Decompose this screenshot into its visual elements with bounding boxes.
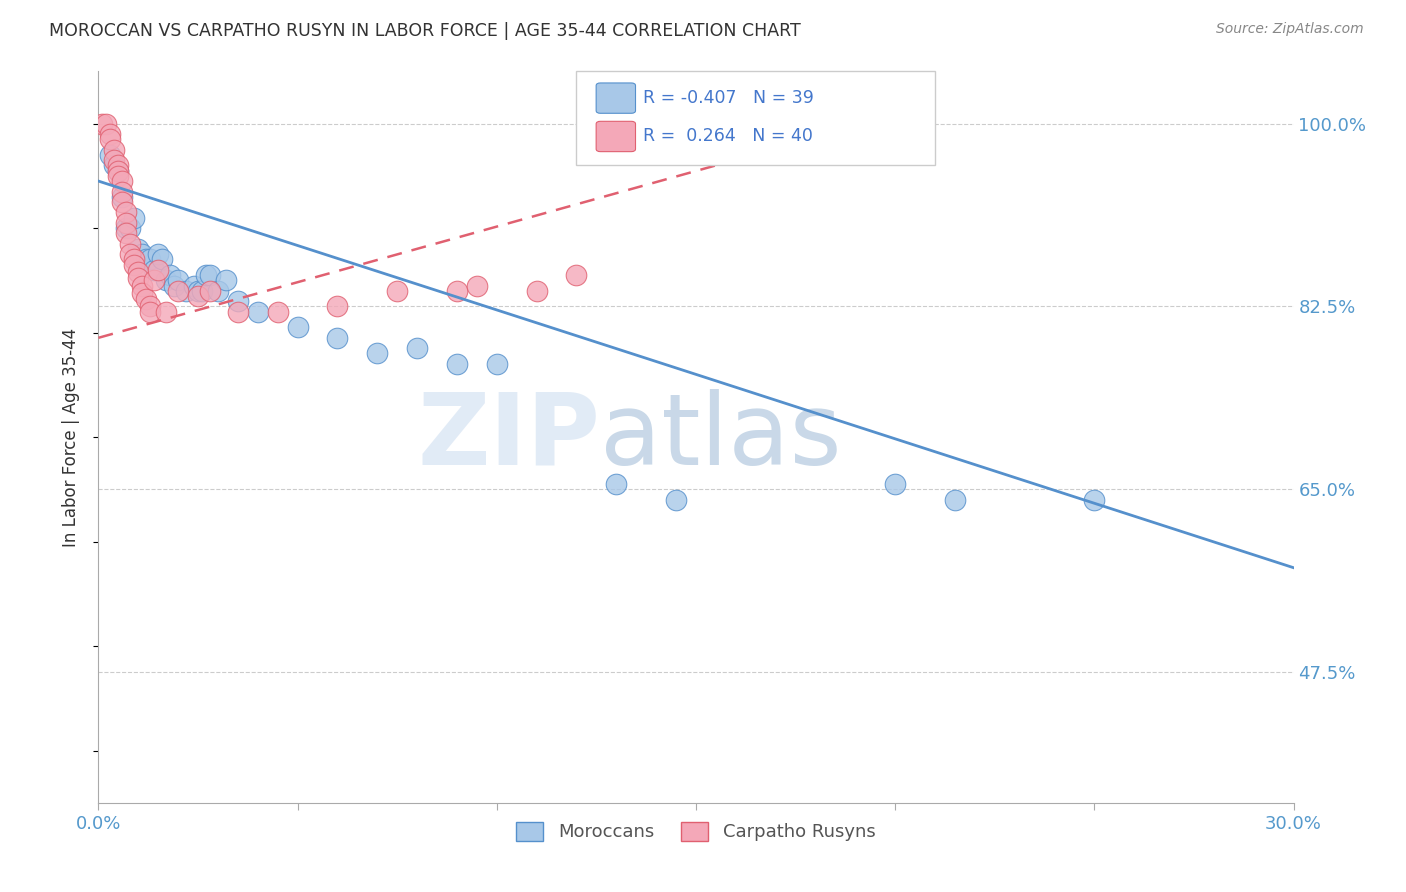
Point	[195, 268, 218, 282]
Point	[139, 252, 162, 267]
Point	[120, 247, 142, 261]
Point	[198, 284, 221, 298]
Point	[187, 284, 209, 298]
Y-axis label: In Labor Force | Age 35-44: In Labor Force | Age 35-44	[62, 327, 80, 547]
Point	[207, 284, 229, 298]
Point	[98, 127, 122, 141]
Point	[465, 278, 488, 293]
Legend: Moroccans, Carpatho Rusyns: Moroccans, Carpatho Rusyns	[509, 814, 883, 848]
Point	[150, 252, 173, 267]
Point	[143, 273, 166, 287]
Text: R =  0.264   N = 40: R = 0.264 N = 40	[643, 128, 813, 145]
Point	[98, 148, 122, 162]
Text: R = -0.407   N = 39: R = -0.407 N = 39	[643, 89, 814, 107]
Point	[198, 268, 221, 282]
Point	[406, 341, 429, 355]
Point	[120, 221, 142, 235]
Point	[326, 300, 349, 314]
Point	[143, 263, 166, 277]
Point	[111, 185, 134, 199]
Point	[226, 304, 249, 318]
Point	[127, 242, 149, 256]
Point	[183, 278, 205, 293]
Point	[115, 227, 138, 241]
Point	[135, 292, 157, 306]
Point	[565, 268, 588, 282]
Point	[287, 320, 309, 334]
Point	[111, 194, 134, 209]
Text: ZIP: ZIP	[418, 389, 600, 485]
Point	[127, 271, 149, 285]
Point	[107, 163, 129, 178]
Point	[191, 284, 214, 298]
Point	[215, 273, 238, 287]
Point	[943, 492, 966, 507]
Point	[124, 211, 146, 225]
Point	[107, 169, 129, 183]
Text: atlas: atlas	[600, 389, 842, 485]
Point	[120, 236, 142, 251]
Point	[131, 247, 153, 261]
Point	[159, 268, 181, 282]
Point	[605, 477, 627, 491]
Point	[526, 284, 548, 298]
Point	[366, 346, 388, 360]
Point	[187, 289, 209, 303]
Point	[226, 294, 249, 309]
Point	[1083, 492, 1105, 507]
Point	[98, 132, 122, 146]
Point	[115, 205, 138, 219]
Point	[115, 216, 138, 230]
Point	[115, 221, 138, 235]
Point	[385, 284, 409, 298]
Point	[884, 477, 907, 491]
Point	[103, 143, 125, 157]
Point	[326, 331, 349, 345]
Point	[148, 247, 170, 261]
Point	[148, 263, 170, 277]
Point	[107, 163, 129, 178]
Point	[155, 304, 177, 318]
Point	[107, 158, 129, 172]
Point	[103, 158, 125, 172]
Point	[139, 304, 162, 318]
Point	[446, 357, 468, 371]
Point	[139, 300, 162, 314]
Point	[111, 190, 134, 204]
Point	[127, 265, 149, 279]
Point	[124, 252, 146, 267]
Point	[103, 153, 125, 168]
Point	[174, 284, 197, 298]
Point	[91, 117, 114, 131]
Point	[267, 304, 290, 318]
Point	[665, 492, 688, 507]
Point	[131, 285, 153, 300]
Point	[163, 278, 186, 293]
Point	[135, 252, 157, 267]
Text: MOROCCAN VS CARPATHO RUSYN IN LABOR FORCE | AGE 35-44 CORRELATION CHART: MOROCCAN VS CARPATHO RUSYN IN LABOR FORC…	[49, 22, 801, 40]
Point	[155, 273, 177, 287]
Point	[446, 284, 468, 298]
Point	[124, 258, 146, 272]
Point	[485, 357, 508, 371]
Point	[131, 278, 153, 293]
Text: Source: ZipAtlas.com: Source: ZipAtlas.com	[1216, 22, 1364, 37]
Point	[111, 174, 134, 188]
Point	[96, 117, 118, 131]
Point	[167, 284, 190, 298]
Point	[167, 273, 190, 287]
Point	[246, 304, 269, 318]
